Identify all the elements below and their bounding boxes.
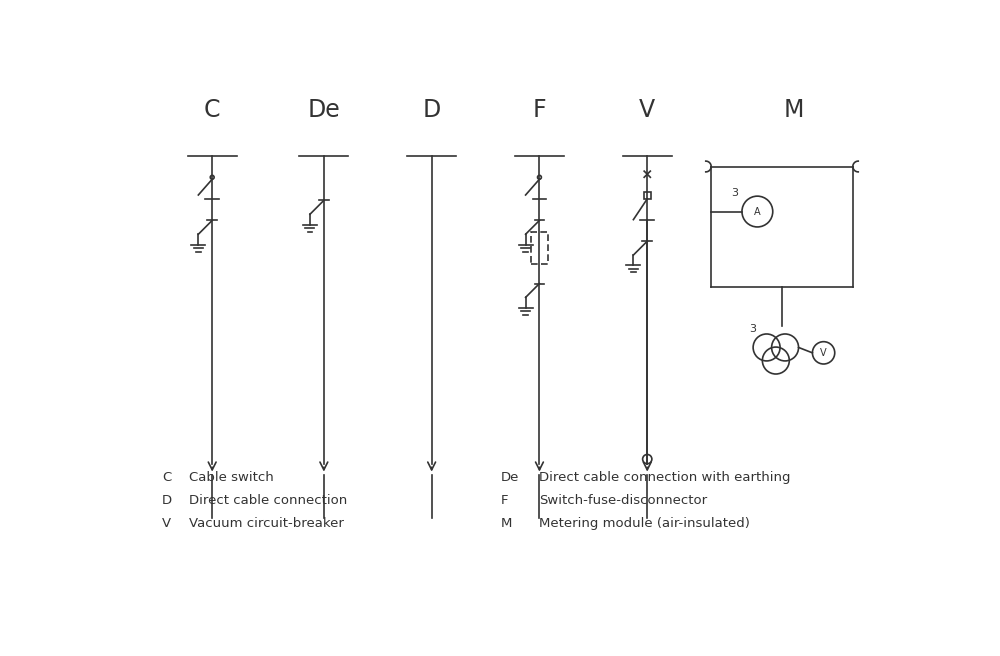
Text: V: V	[820, 348, 827, 358]
Text: V: V	[639, 98, 655, 122]
Text: F: F	[501, 494, 508, 507]
Text: Direct cable connection: Direct cable connection	[189, 494, 347, 507]
Text: Metering module (air-insulated): Metering module (air-insulated)	[539, 518, 750, 530]
Text: D: D	[423, 98, 441, 122]
Bar	[531, 232, 548, 264]
Text: 3: 3	[731, 188, 738, 197]
Text: Switch-fuse-disconnector: Switch-fuse-disconnector	[539, 494, 708, 507]
Text: F: F	[533, 98, 546, 122]
Text: A: A	[754, 207, 761, 216]
Text: Vacuum circuit-breaker: Vacuum circuit-breaker	[189, 518, 344, 530]
Text: C: C	[162, 471, 171, 484]
Bar	[644, 192, 651, 199]
Text: 3: 3	[750, 323, 757, 334]
Text: M: M	[501, 518, 512, 530]
Text: De: De	[501, 471, 519, 484]
Text: De: De	[307, 98, 340, 122]
Text: V: V	[162, 518, 171, 530]
Text: M: M	[783, 98, 804, 122]
Text: C: C	[204, 98, 220, 122]
Text: Direct cable connection with earthing: Direct cable connection with earthing	[539, 471, 791, 484]
Text: D: D	[162, 494, 172, 507]
Text: Cable switch: Cable switch	[189, 471, 274, 484]
